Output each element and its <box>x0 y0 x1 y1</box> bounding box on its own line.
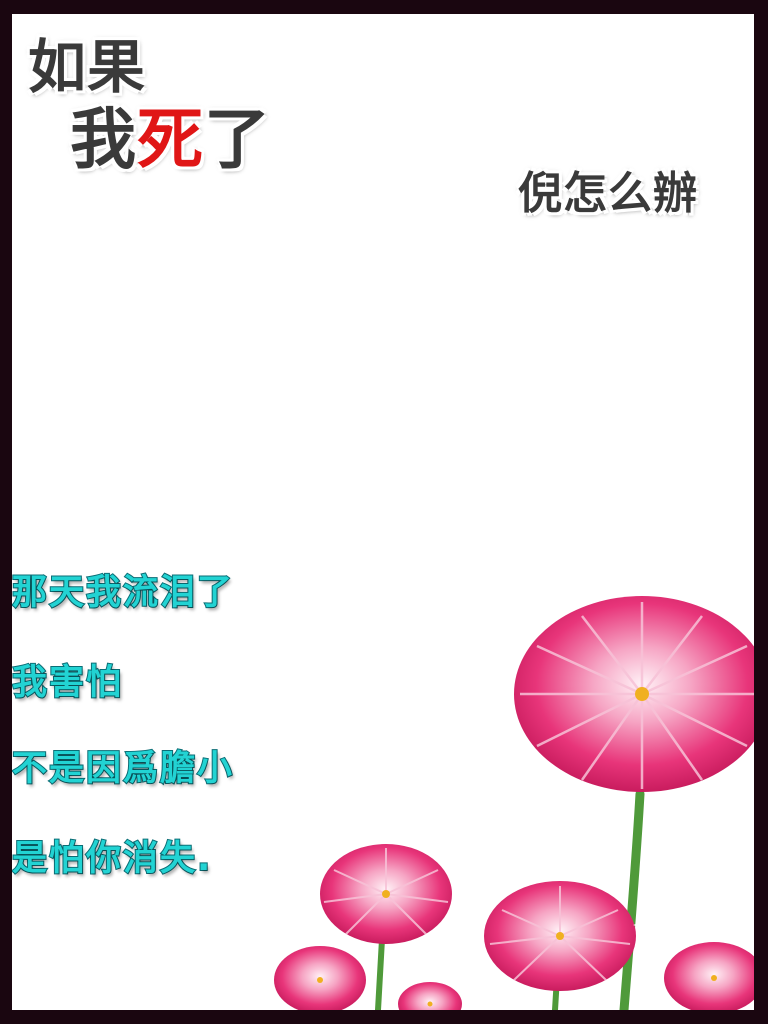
title-line-2: 我死了 <box>70 106 271 172</box>
title-text-2b-red: 死 <box>137 100 204 178</box>
poem-line-4: 是怕你消失. <box>12 839 213 879</box>
title-text-2c: 了 <box>204 100 271 178</box>
flower-heads <box>274 596 754 1010</box>
small-flower-left-icon <box>274 946 366 1010</box>
title-line-1: 如果 <box>28 38 146 96</box>
white-canvas: 如果 我死了 倪怎么辦 那天我流泪了 我害怕 不是因爲膽小 是怕你消失. <box>12 14 754 1010</box>
poem-line-1: 那天我流泪了 <box>12 573 235 613</box>
title-text-1: 如果 <box>28 33 147 101</box>
tiny-flower-icon <box>398 982 462 1010</box>
mid-flower-left-icon <box>320 844 452 944</box>
small-flower-right-icon <box>664 942 754 1010</box>
poem-line-3: 不是因爲膽小 <box>12 749 235 789</box>
big-flower-icon <box>514 596 754 792</box>
title-text-2a: 我 <box>70 100 137 178</box>
pink-daisy-flowers-icon <box>274 596 754 1010</box>
mid-flower-right-icon <box>484 881 636 991</box>
subtitle: 倪怎么辦 <box>518 168 698 219</box>
sparkle-icons <box>633 914 655 974</box>
poem-line-2: 我害怕 <box>12 663 124 703</box>
